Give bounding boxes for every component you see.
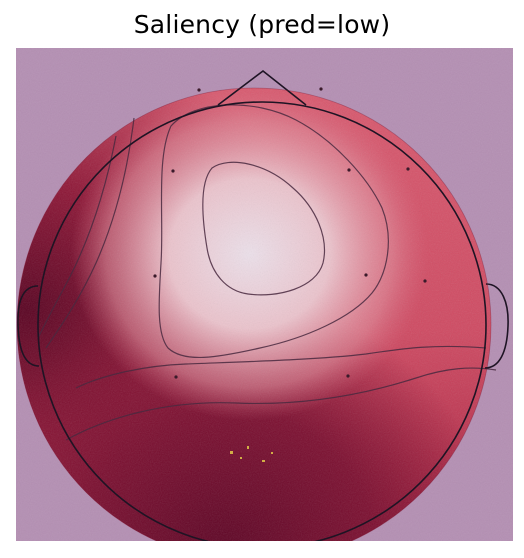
ear-left bbox=[17, 285, 40, 367]
contour-lines bbox=[37, 104, 497, 441]
speckles bbox=[230, 446, 273, 462]
electrodes bbox=[153, 87, 427, 379]
saliency-heatmap bbox=[17, 88, 491, 541]
contour-left-2 bbox=[37, 135, 117, 339]
contour-lower bbox=[65, 367, 497, 441]
nose bbox=[217, 69, 307, 106]
contour-inner bbox=[158, 104, 389, 358]
figure-title: Saliency (pred=low) bbox=[133, 10, 391, 39]
disc-edge bbox=[16, 87, 492, 541]
contour-mid bbox=[75, 345, 487, 389]
contour-left-1 bbox=[45, 117, 135, 349]
ear-right bbox=[484, 283, 509, 369]
head-outline bbox=[17, 69, 509, 541]
head-inner-circle bbox=[37, 101, 487, 541]
contour-innermost bbox=[202, 161, 325, 296]
topomap-panel bbox=[16, 48, 513, 541]
topomap-svg bbox=[16, 48, 513, 541]
